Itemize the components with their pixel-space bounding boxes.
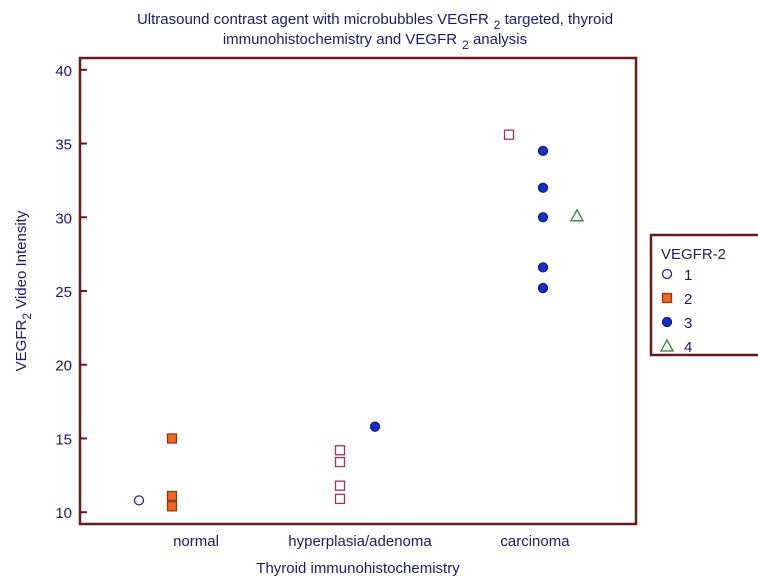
data-point xyxy=(537,282,549,294)
title-segment: Ultrasound contrast agent with microbubb… xyxy=(137,11,489,28)
data-point xyxy=(334,493,346,505)
legend-marker xyxy=(661,316,673,328)
legend-marker xyxy=(659,338,675,352)
data-point xyxy=(334,480,346,491)
y-tick-label: 10 xyxy=(55,505,72,522)
legend-label: 1 xyxy=(684,267,692,284)
data-point xyxy=(503,129,515,140)
data-point xyxy=(569,208,585,222)
y-label-segment: Video Intensity xyxy=(13,210,30,313)
title-segment: targeted, thyroid xyxy=(500,11,613,28)
legend-label: 2 xyxy=(684,291,692,308)
data-point xyxy=(369,421,381,432)
x-tick-label: normal xyxy=(173,533,219,550)
y-tick-label: 20 xyxy=(55,358,72,375)
y-label-segment: 2 xyxy=(20,313,34,320)
title-segment: 2 xyxy=(494,18,501,32)
y-tick-label: 40 xyxy=(55,63,72,80)
legend-title: VEGFR-2 xyxy=(661,246,726,263)
legend-box xyxy=(649,233,758,357)
title-segment: immunohistochemistry and VEGFR xyxy=(223,31,457,48)
data-point xyxy=(166,490,178,502)
data-point xyxy=(334,456,346,468)
data-point xyxy=(537,182,549,193)
chart-title: Ultrasound contrast agent with microbubb… xyxy=(137,11,613,32)
x-tick-label: hyperplasia/adenoma xyxy=(288,533,432,550)
data-point xyxy=(334,445,346,456)
data-point xyxy=(166,433,178,444)
plot-frame xyxy=(78,56,638,526)
y-tick-label: 30 xyxy=(55,210,72,227)
title-segment: analysis xyxy=(469,31,527,48)
y-tick-label: 15 xyxy=(55,431,72,448)
legend-marker xyxy=(661,268,673,280)
y-axis-label: VEGFR2 Video Intensity xyxy=(13,210,34,371)
x-axis-label: Thyroid immunohistochemistry xyxy=(256,560,460,577)
y-label-segment: VEGFR xyxy=(13,319,30,371)
data-point xyxy=(133,495,145,506)
legend-label: 3 xyxy=(684,315,692,332)
legend-label: 4 xyxy=(684,339,692,356)
data-point xyxy=(537,145,549,157)
chart-title: immunohistochemistry and VEGFR 2 analysis xyxy=(223,31,527,52)
legend-marker xyxy=(661,292,673,304)
x-tick-label: carcinoma xyxy=(500,533,570,550)
data-point xyxy=(166,501,178,512)
data-point xyxy=(537,212,549,223)
y-tick-label: 35 xyxy=(55,137,72,154)
data-point xyxy=(537,262,549,273)
y-tick-label: 25 xyxy=(55,284,72,301)
title-segment: 2 xyxy=(462,38,469,52)
